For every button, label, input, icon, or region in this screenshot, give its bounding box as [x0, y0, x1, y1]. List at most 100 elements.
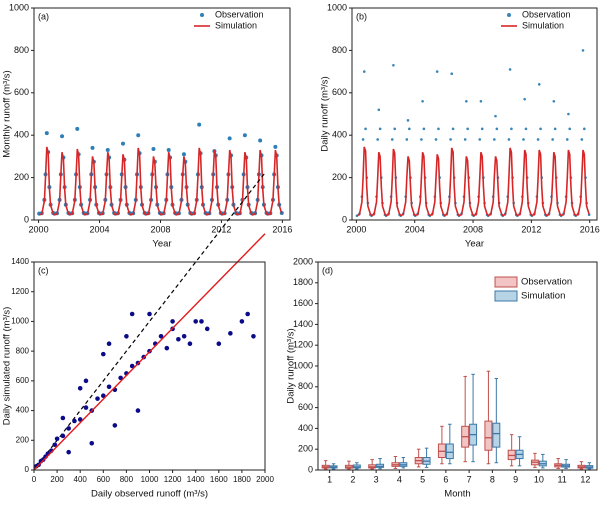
y-tick-label: 400 [332, 130, 347, 140]
observation-point [480, 127, 484, 131]
legend-swatch [494, 290, 518, 302]
scatter-point [52, 442, 58, 448]
observation-point [181, 152, 186, 157]
observation-point [60, 134, 65, 139]
scatter-point [193, 319, 198, 324]
panel-label: (c) [38, 265, 49, 275]
legend-label: Observation [521, 277, 572, 288]
x-tick-label: 2 [350, 474, 355, 484]
x-axis-label: Year [152, 239, 171, 250]
observation-point [392, 63, 395, 67]
y-axis-label: Monthly runoff (m³/s) [2, 70, 13, 157]
scatter-point [204, 326, 210, 332]
x-tick-label: 10 [534, 474, 544, 484]
y-axis-label: Daily runoff (m³/s) [286, 328, 297, 403]
scatter-point [66, 449, 71, 455]
x-tick-label: 2016 [580, 224, 600, 234]
scatter-point [170, 319, 175, 324]
y-tick-label: 800 [298, 381, 313, 391]
y-tick-label: 200 [332, 172, 347, 182]
scatter-point [118, 375, 123, 381]
observation-point [495, 127, 499, 131]
y-tick-label: 0 [24, 214, 29, 224]
observation-point [421, 99, 424, 103]
scatter-point [89, 440, 95, 446]
y-tick-label: 0 [342, 214, 347, 224]
x-tick-label: 2008 [150, 224, 170, 234]
y-tick-label: 1000 [11, 317, 29, 326]
y-tick-label: 800 [14, 45, 29, 55]
observation-point [242, 133, 247, 138]
y-tick-label: 0 [25, 465, 30, 474]
observation-point [465, 99, 468, 103]
observation-point [463, 138, 467, 141]
observation-point [420, 138, 423, 141]
x-axis-label: Month [444, 489, 470, 500]
observation-point [493, 138, 496, 141]
plot-frame [33, 261, 266, 471]
observation-point [364, 127, 367, 131]
plot-frame [33, 7, 291, 221]
simulation-line [356, 146, 590, 217]
observation-point [567, 112, 570, 116]
scatter-point [176, 336, 181, 342]
scatter-point [164, 345, 170, 351]
observation-point [406, 119, 410, 122]
legend-label: Observation [522, 9, 571, 19]
y-tick-label: 1000 [293, 360, 313, 370]
x-tick-label: 2004 [90, 224, 110, 234]
y-tick-label: 400 [16, 406, 30, 415]
x-tick-label: 11 [557, 474, 566, 484]
observation-point [565, 138, 569, 141]
y-tick-label: 1600 [293, 298, 313, 308]
observation-point [449, 138, 452, 141]
panel-label: (b) [356, 11, 367, 21]
y-axis-label: Daily simulated runoff (m³/s) [2, 307, 13, 426]
observation-point [105, 148, 110, 153]
x-tick-label: 6 [443, 474, 448, 484]
observation-point [362, 70, 366, 73]
scatter-point [83, 378, 89, 384]
observation-point [422, 127, 426, 131]
x-tick-label: 3 [374, 474, 379, 484]
scatter-point [124, 333, 129, 339]
y-tick-label: 600 [14, 87, 29, 97]
scatter-point [216, 341, 222, 347]
scatter-point [60, 415, 66, 421]
y-tick-label: 0 [308, 464, 313, 474]
scatter-point [101, 393, 106, 399]
observation-point [227, 136, 232, 141]
scatter-point [83, 405, 89, 410]
x-tick-label: 2000 [29, 224, 49, 234]
observation-point [494, 114, 497, 118]
observation-point [466, 127, 469, 131]
legend-label: Simulation [215, 20, 257, 30]
x-tick-label: 2012 [211, 224, 231, 234]
box [445, 443, 454, 460]
y-tick-label: 800 [332, 45, 347, 55]
y-tick-label: 200 [298, 444, 313, 454]
scatter-point [251, 333, 256, 339]
scatter-point [60, 433, 66, 439]
observation-point [536, 138, 540, 141]
observation-point [508, 68, 512, 71]
scatter-point [158, 333, 164, 339]
x-tick-label: 1600 [210, 475, 228, 484]
y-tick-label: 1200 [11, 287, 29, 296]
observation-point [377, 108, 381, 112]
plot-frame [351, 7, 598, 221]
observation-point [523, 97, 526, 101]
observation-point [393, 127, 397, 131]
scatter-point [199, 319, 204, 324]
observation-point [507, 138, 511, 141]
x-tick-label: 1 [327, 474, 332, 484]
x-tick-label: 800 [120, 475, 134, 484]
observation-point [166, 148, 171, 153]
x-tick-label: 9 [513, 474, 518, 484]
scatter-point [181, 333, 187, 339]
x-tick-label: 1000 [141, 475, 159, 484]
legend-label: Simulation [521, 291, 565, 302]
scatter-point [112, 423, 118, 428]
observation-point [44, 131, 49, 136]
